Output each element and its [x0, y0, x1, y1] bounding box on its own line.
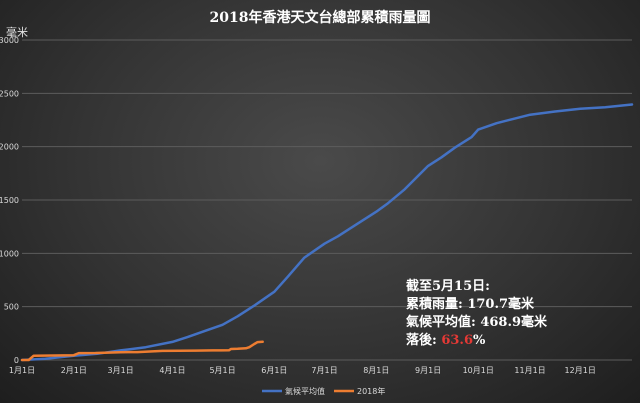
y-tick-label: 1500 [0, 196, 19, 205]
x-axis-ticks: 1月1日 2月1日 3月1日 4月1日 5月1日 6月1日 7月1日 8月1日 9月1日 10月1… [9, 366, 596, 375]
x-tick-label: 2月1日 [61, 366, 87, 375]
x-tick-label: 9月1日 [415, 366, 441, 375]
annotation-deficit-label: 落後: [406, 332, 441, 348]
y-tick-label: 2500 [0, 89, 19, 98]
x-tick-label: 1月1日 [9, 366, 35, 375]
y-axis-ticks: 0 500 1000 1500 2000 2500 3000 [0, 36, 19, 365]
legend: 氣候平均值 2018年 [262, 386, 385, 396]
x-tick-label: 5月1日 [209, 366, 235, 375]
x-tick-label: 7月1日 [311, 366, 337, 375]
series-lines [20, 103, 634, 362]
x-tick-label: 3月1日 [108, 366, 134, 375]
annotation-accumulated: 累積雨量: 170.7毫米 [406, 296, 535, 312]
annotation-deficit-value: 63.6 [441, 333, 473, 348]
annotation-deficit: 落後: 63.6% [406, 332, 486, 348]
gridlines [22, 39, 632, 361]
y-axis-unit-label: 毫米 [6, 25, 28, 39]
y-tick-label: 2000 [0, 143, 19, 152]
annotation-average: 氣候平均值: 468.9毫米 [406, 314, 548, 330]
series-line-climate-average [20, 103, 634, 362]
annotation-date: 截至5月15日: [406, 278, 490, 294]
x-tick-label: 4月1日 [159, 366, 185, 375]
x-tick-label: 8月1日 [363, 366, 389, 375]
x-tick-label: 10月1日 [463, 366, 494, 375]
y-tick-label: 3000 [0, 36, 19, 45]
x-tick-label: 6月1日 [261, 366, 287, 375]
summary-annotation: 截至5月15日: 累積雨量: 170.7毫米 氣候平均值: 468.9毫米 落後… [406, 278, 548, 348]
annotation-deficit-suffix: % [473, 333, 486, 348]
chart-title: 2018年香港天文台總部累積雨量圖 [210, 9, 431, 26]
y-tick-label: 0 [14, 356, 19, 365]
legend-label-2018: 2018年 [357, 386, 385, 396]
legend-label-climate-average: 氣候平均值 [285, 386, 325, 396]
series-line-2018 [20, 340, 264, 362]
x-tick-label: 12月1日 [565, 366, 596, 375]
y-tick-label: 500 [4, 303, 19, 312]
x-tick-label: 11月1日 [514, 366, 545, 375]
y-tick-label: 1000 [0, 249, 19, 258]
